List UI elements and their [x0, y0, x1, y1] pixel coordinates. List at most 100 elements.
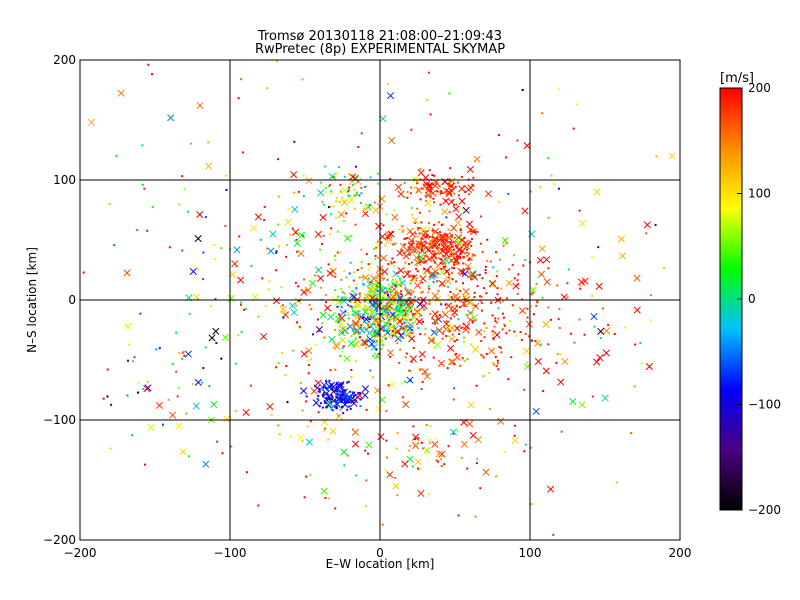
data-point-dot — [502, 244, 505, 247]
data-point-dot — [431, 236, 434, 239]
data-point-dot — [482, 375, 485, 378]
data-point-dot — [479, 295, 482, 298]
data-point-dot — [409, 296, 412, 299]
data-point-dot — [353, 189, 356, 192]
data-point-dot — [384, 296, 387, 299]
x-tick-label: 200 — [669, 546, 692, 560]
data-point-cross — [618, 252, 627, 260]
data-point-cross — [537, 270, 545, 278]
data-point-dot — [432, 281, 435, 284]
data-point-dot — [558, 308, 561, 311]
data-point-dot — [373, 335, 376, 338]
data-point-dot — [407, 263, 410, 266]
data-point-dot — [494, 475, 497, 478]
data-point-dot — [380, 241, 383, 244]
data-point-dot — [378, 316, 381, 319]
data-point-dot — [403, 237, 406, 240]
data-point-dot — [427, 285, 430, 288]
data-point-dot — [398, 361, 401, 364]
data-point-cross — [398, 325, 406, 333]
data-point-dot — [421, 281, 424, 284]
data-point-dot — [395, 296, 398, 299]
data-point-dot — [298, 325, 301, 328]
data-point-dot — [424, 327, 427, 330]
data-point-dot — [316, 318, 319, 321]
data-point-dot — [409, 331, 412, 334]
data-point-dot — [393, 325, 396, 328]
data-point-dot — [403, 181, 406, 184]
data-point-dot — [322, 203, 325, 206]
data-point-dot — [578, 284, 581, 287]
data-point-dot — [375, 297, 378, 300]
data-point-cross — [455, 246, 463, 254]
data-point-dot — [633, 385, 636, 388]
data-point-dot — [528, 335, 531, 338]
data-point-dot — [368, 317, 371, 320]
data-point-dot — [485, 326, 488, 329]
data-point-dot — [547, 267, 550, 270]
data-point-cross — [408, 335, 416, 343]
data-point-dot — [507, 192, 510, 195]
data-point-dot — [400, 325, 403, 328]
data-point-dot — [461, 272, 464, 275]
data-point-dot — [443, 234, 446, 237]
data-point-dot — [401, 465, 404, 468]
data-point-dot — [448, 92, 451, 95]
data-point-dot — [454, 244, 457, 247]
data-point-dot — [423, 268, 426, 271]
data-point-dot — [434, 437, 437, 440]
data-point-dot — [395, 314, 398, 317]
data-point-dot — [497, 368, 500, 371]
data-point-cross — [192, 293, 200, 301]
data-point-dot — [417, 228, 420, 231]
data-point-dot — [328, 379, 331, 382]
data-point-dot — [451, 333, 454, 336]
data-point-dot — [441, 191, 444, 194]
data-point-dot — [343, 296, 346, 299]
data-point-dot — [575, 103, 578, 106]
data-point-dot — [209, 305, 212, 308]
data-point-dot — [474, 159, 477, 162]
data-point-dot — [220, 247, 223, 250]
data-point-dot — [456, 338, 459, 341]
data-point-dot — [324, 165, 327, 168]
data-point-dot — [176, 395, 179, 398]
data-point-cross — [543, 278, 551, 286]
data-point-cross — [603, 327, 611, 335]
data-point-dot — [519, 331, 522, 334]
data-point-dot — [285, 364, 288, 367]
data-point-dot — [416, 270, 419, 273]
data-point-dot — [204, 346, 207, 349]
data-point-cross — [390, 285, 398, 293]
data-point-dot — [394, 291, 397, 294]
data-point-dot — [404, 237, 407, 240]
data-point-dot — [322, 392, 325, 395]
data-point-dot — [435, 459, 438, 462]
data-point-cross — [450, 224, 458, 232]
data-point-dot — [141, 144, 144, 147]
data-point-dot — [422, 260, 425, 263]
data-point-dot — [437, 234, 440, 237]
data-point-cross — [354, 312, 362, 320]
data-point-cross — [167, 114, 175, 122]
data-point-dot — [428, 169, 431, 172]
data-point-cross — [380, 254, 388, 262]
data-point-dot — [491, 314, 494, 317]
data-point-dot — [416, 207, 419, 210]
data-point-dot — [379, 295, 382, 298]
data-point-dot — [395, 283, 398, 286]
data-point-dot — [455, 203, 458, 206]
data-point-dot — [320, 181, 323, 184]
data-point-dot — [344, 328, 347, 331]
data-point-cross — [645, 363, 653, 371]
data-point-dot — [356, 309, 359, 312]
data-point-dot — [265, 247, 268, 250]
data-point-dot — [171, 362, 174, 365]
data-point-dot — [534, 340, 537, 343]
data-point-cross — [340, 448, 348, 456]
chart-title: Tromsø 20130118 21:08:00–21:09:43 — [257, 29, 502, 44]
data-point-dot — [348, 194, 351, 197]
data-point-cross — [317, 189, 325, 197]
data-point-dot — [436, 238, 439, 241]
